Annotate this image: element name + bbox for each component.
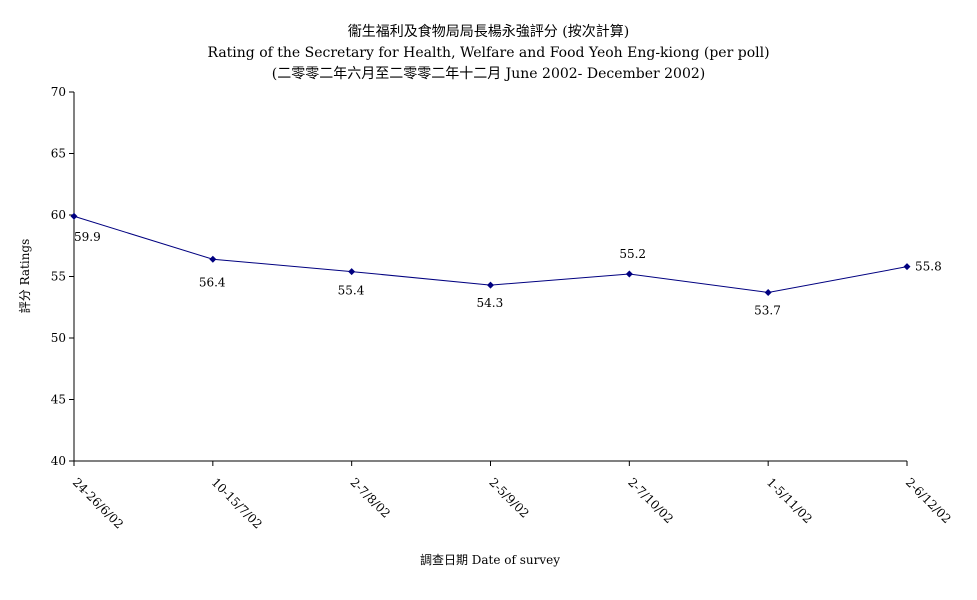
x-tick-label: 2-7/10/02: [625, 475, 676, 526]
x-tick-label: 2-6/12/02: [903, 475, 954, 526]
data-labels: 59.9 56.4 55.4 54.3 55.2 53.7 55.8: [74, 230, 942, 317]
data-point-marker: [209, 255, 217, 263]
y-ticks: 40 45 50 55 60 65 70: [51, 85, 74, 468]
x-tick-label: 2-5/9/02: [486, 475, 531, 520]
chart-subtitle: Rating of the Secretary for Health, Welf…: [207, 45, 770, 61]
data-label: 53.7: [754, 303, 781, 317]
data-markers: [70, 212, 911, 296]
chart-subtitle-date-range: (二零零二年六月至二零零二年十二月 June 2002- December 20…: [271, 66, 706, 82]
data-label: 55.8: [915, 260, 942, 274]
y-axis-title: 評分 Ratings: [17, 239, 32, 314]
y-tick-label: 40: [51, 454, 66, 468]
x-tick-label: 1-5/11/02: [764, 475, 815, 526]
data-point-marker: [625, 270, 633, 278]
data-label: 54.3: [477, 296, 504, 310]
x-tick-label: 10-15/7/02: [209, 475, 265, 531]
data-label: 55.4: [338, 284, 365, 298]
data-point-marker: [764, 288, 772, 296]
y-tick-label: 60: [51, 208, 66, 222]
data-point-marker: [70, 212, 78, 220]
chart-title-block: 衞生福利及食物局局長楊永強評分 (按次計算) Rating of the Sec…: [0, 22, 977, 85]
y-tick-label: 65: [51, 147, 66, 161]
data-point-marker: [348, 268, 356, 276]
x-axis-title: 調查日期 Date of survey: [420, 553, 560, 567]
data-label: 55.2: [619, 247, 646, 261]
y-tick-label: 45: [51, 393, 66, 407]
data-label: 59.9: [74, 230, 101, 244]
data-point-marker: [487, 281, 494, 289]
y-tick-label: 50: [51, 331, 66, 345]
y-tick-label: 55: [51, 270, 66, 284]
x-ticks: 24-26/6/02 10-15/7/02 2-7/8/02 2-5/9/02 2-7/…: [70, 461, 954, 532]
x-tick-label: 24-26/6/02: [70, 475, 126, 531]
data-label: 56.4: [199, 275, 226, 289]
y-tick-label: 70: [51, 85, 66, 99]
x-tick-label: 2-7/8/02: [348, 475, 393, 520]
data-point-marker: [903, 263, 911, 271]
chart-title: 衞生福利及食物局局長楊永強評分 (按次計算): [347, 24, 630, 40]
